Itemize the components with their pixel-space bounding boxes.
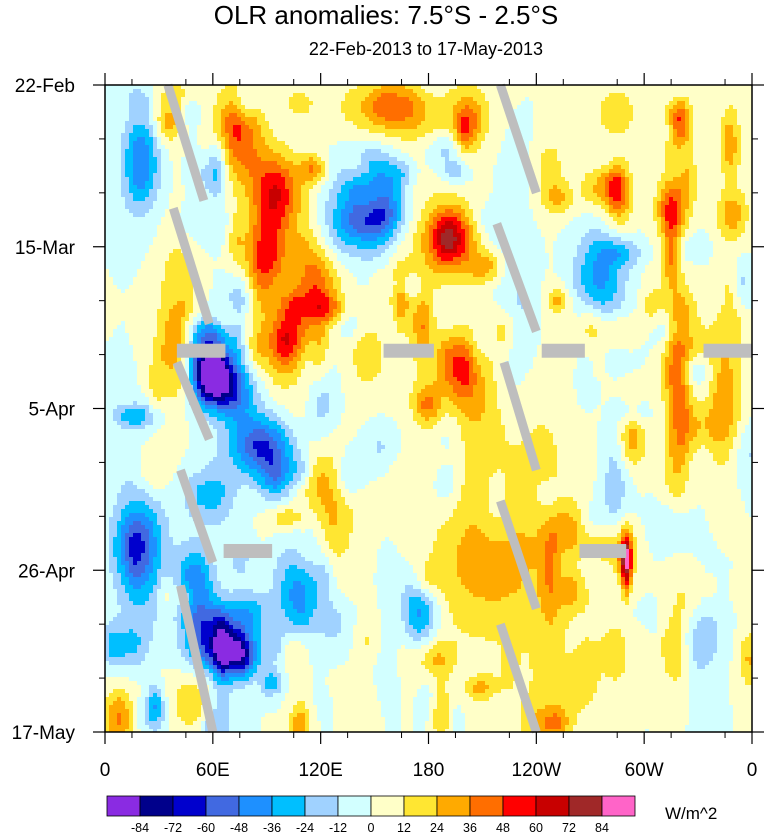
- x-tick-label: 180: [413, 760, 445, 781]
- x-tick-label: 60W: [625, 760, 664, 781]
- missing-data-streak: [168, 206, 214, 326]
- colorbar-label: -24: [296, 821, 314, 834]
- colorbar-label: 60: [529, 821, 543, 834]
- colorbar-label: -36: [263, 821, 281, 834]
- missing-data-bar: [703, 343, 752, 358]
- colorbar-label: -72: [164, 821, 182, 834]
- colorbar-box: [304, 795, 339, 817]
- colorbar-label: -12: [329, 821, 347, 834]
- missing-data-streak: [176, 584, 218, 733]
- y-tick-label: 15-Mar: [15, 238, 76, 259]
- colorbar-box: [601, 795, 636, 817]
- colorbar-box: [205, 795, 240, 817]
- missing-data-streak: [163, 83, 209, 202]
- colorbar-box: [469, 795, 504, 817]
- missing-data-streak: [176, 468, 218, 565]
- colorbar-box: [436, 795, 471, 817]
- missing-data-streak: [499, 360, 541, 472]
- x-tick-label: 60E: [196, 760, 230, 781]
- colorbar-box: [403, 795, 438, 817]
- colorbar-box: [337, 795, 372, 817]
- colorbar-label: -48: [230, 821, 248, 834]
- y-tick-label: 22-Feb: [15, 76, 75, 97]
- colorbar-box: [502, 795, 537, 817]
- colorbar-box: [568, 795, 603, 817]
- colorbar-box: [139, 795, 174, 817]
- missing-data-streak: [492, 222, 541, 334]
- x-tick-label: 120W: [512, 760, 562, 781]
- colorbar-box: [238, 795, 273, 817]
- colorbar-box: [172, 795, 207, 817]
- missing-data-bar: [579, 543, 627, 558]
- colorbar-label: 24: [430, 821, 444, 834]
- colorbar-label: 36: [463, 821, 477, 834]
- colorbar-box: [271, 795, 306, 817]
- colorbar-units: W/m^2: [665, 804, 717, 824]
- y-tick-label: 5-Apr: [29, 400, 76, 421]
- colorbar-label: 12: [397, 821, 411, 834]
- missing-data-bar: [176, 343, 226, 358]
- x-tick-label: 120E: [298, 760, 342, 781]
- colorbar-label: 0: [368, 821, 375, 834]
- colorbar-box: [106, 795, 141, 817]
- missing-data-streak: [496, 83, 541, 195]
- y-tick-label: 17-May: [12, 723, 76, 744]
- missing-data-bar: [541, 343, 585, 358]
- x-tick-label: 0: [747, 760, 758, 781]
- missing-data-streak: [172, 360, 214, 442]
- colorbar-box: [370, 795, 405, 817]
- chart-subtitle: 22-Feb-2013 to 17-May-2013: [0, 38, 772, 60]
- missing-data-streak: [496, 499, 541, 611]
- colorbar-label: -84: [131, 821, 149, 834]
- colorbar-box: [535, 795, 570, 817]
- chart-title: OLR anomalies: 7.5°S - 2.5°S: [0, 0, 772, 30]
- colorbar-label: 84: [595, 821, 609, 834]
- missing-data-streak: [496, 622, 541, 734]
- colorbar-label: -60: [197, 821, 215, 834]
- colorbar-label: 72: [562, 821, 576, 834]
- missing-data-bar: [383, 343, 434, 358]
- x-tick-label: 0: [100, 760, 111, 781]
- y-tick-label: 26-Apr: [18, 561, 76, 582]
- colorbar-label: 48: [496, 821, 510, 834]
- missing-data-bar: [223, 543, 273, 558]
